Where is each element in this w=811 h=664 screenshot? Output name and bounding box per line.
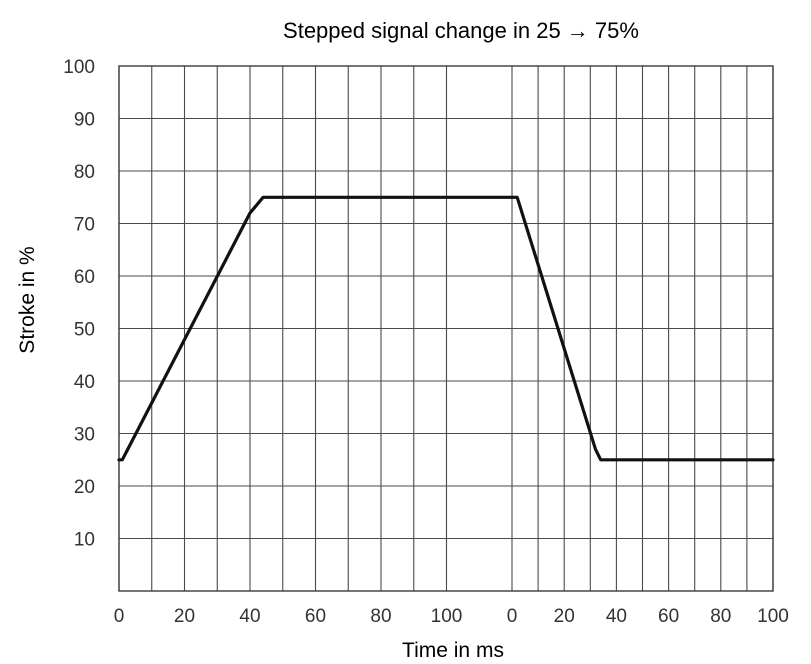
- series-line-rising: [117, 195, 514, 462]
- x-tick-label: 20: [174, 606, 195, 627]
- y-tick-label: 70: [74, 215, 95, 236]
- y-tick-label: 100: [63, 57, 95, 78]
- grid: [118, 65, 774, 592]
- x-tick-label: 40: [239, 606, 260, 627]
- chart-title: Stepped signal change in 25 → 75%: [283, 18, 639, 43]
- y-tick-label: 40: [74, 372, 95, 393]
- x-tick-label: 100: [757, 606, 789, 627]
- y-tick-label: 10: [74, 530, 95, 551]
- y-tick-label: 30: [74, 425, 95, 446]
- x-tick-label: 0: [114, 606, 125, 627]
- y-tick-label: 50: [74, 320, 95, 341]
- y-tick-label: 90: [74, 110, 95, 131]
- y-axis-label: Stroke in %: [16, 246, 39, 353]
- marks: [117, 195, 775, 462]
- x-tick-label: 40: [606, 606, 627, 627]
- x-tick-label: 60: [305, 606, 326, 627]
- tick-labels: 10 20 30 40 50 60 70 80 90 100 0 20 40 60 80 100 0 20 40 60…: [63, 57, 789, 627]
- y-tick-label: 60: [74, 267, 95, 288]
- x-tick-label: 20: [554, 606, 575, 627]
- y-tick-label: 80: [74, 162, 95, 183]
- x-tick-label: 80: [370, 606, 391, 627]
- plot-frame: [118, 65, 774, 592]
- series-line-falling: [510, 195, 775, 462]
- x-tick-label: 100: [431, 606, 463, 627]
- x-tick-label: 60: [658, 606, 679, 627]
- y-tick-label: 20: [74, 477, 95, 498]
- x-tick-label: 80: [710, 606, 731, 627]
- x-tick-label: 0: [507, 606, 518, 627]
- x-axis-label: Time in ms: [402, 639, 504, 662]
